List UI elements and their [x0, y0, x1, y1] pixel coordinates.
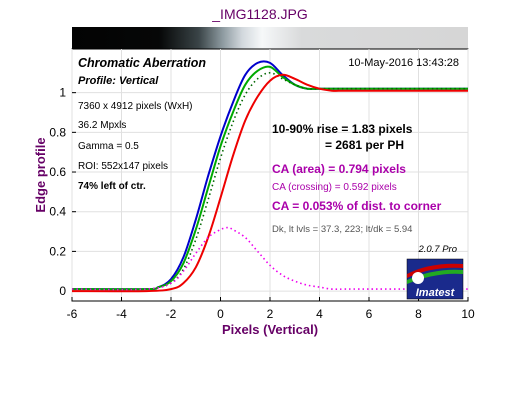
rise-annotation: 10-90% rise = 1.83 pixels — [272, 122, 413, 136]
x-tick-label: 4 — [316, 307, 323, 321]
x-tick-label: 8 — [415, 307, 422, 321]
y-tick-label: 0.2 — [49, 244, 66, 258]
info-line-mpxls: 36.2 Mpxls — [78, 120, 126, 131]
info-line-roi: ROI: 552x147 pixels — [78, 161, 168, 172]
ca-crossing-annotation: CA (crossing) = 0.592 pixels — [272, 182, 397, 193]
imatest-logo-text: Imatest — [416, 287, 456, 299]
x-tick-label: 10 — [461, 307, 475, 321]
x-tick-label: 0 — [217, 307, 224, 321]
y-axis-ticks: 0 0.2 0.4 0.6 0.8 1 — [49, 86, 76, 298]
y-tick-label: 0.8 — [49, 125, 66, 139]
x-tick-label: -4 — [116, 307, 127, 321]
imatest-logo: Imatest — [406, 258, 464, 300]
annotation-profile: Profile: Vertical — [78, 75, 159, 87]
x-axis-ticks: -6 -4 -2 0 2 4 6 8 10 — [67, 297, 475, 321]
info-line-position: 74% left of ctr. — [78, 181, 146, 192]
chart-title: _IMG1128.JPG — [211, 6, 307, 22]
ca-distance-annotation: CA = 0.053% of dist. to corner — [272, 199, 442, 213]
x-axis-label: Pixels (Vertical) — [222, 322, 318, 337]
dark-light-levels-annotation: Dk, lt lvls = 37.3, 223; lt/dk = 5.94 — [272, 224, 412, 235]
per-ph-annotation: = 2681 per PH — [325, 138, 404, 152]
y-tick-label: 0.4 — [49, 205, 66, 219]
ca-area-annotation: CA (area) = 0.794 pixels — [272, 162, 406, 176]
annotation-chart-title: Chromatic Aberration — [78, 56, 206, 70]
annotation-date: 10-May-2016 13:43:28 — [348, 57, 459, 69]
y-axis-label: Edge profile — [33, 137, 48, 212]
y-tick-label: 0.6 — [49, 165, 66, 179]
y-tick-label: 0 — [59, 284, 66, 298]
x-tick-label: 6 — [366, 307, 373, 321]
version-label: 2.0.7 Pro — [417, 244, 457, 255]
info-line-size: 7360 x 4912 pixels (WxH) — [78, 101, 193, 112]
x-tick-label: -6 — [67, 307, 78, 321]
x-tick-label: -2 — [166, 307, 177, 321]
series-lines — [71, 60, 468, 293]
series-line-ca-magenta — [71, 226, 468, 291]
series-line-red — [71, 73, 468, 293]
y-tick-label: 1 — [59, 86, 66, 100]
info-line-gamma: Gamma = 0.5 — [78, 141, 139, 152]
x-tick-label: 2 — [267, 307, 274, 321]
edge-gradient-strip — [72, 27, 468, 49]
